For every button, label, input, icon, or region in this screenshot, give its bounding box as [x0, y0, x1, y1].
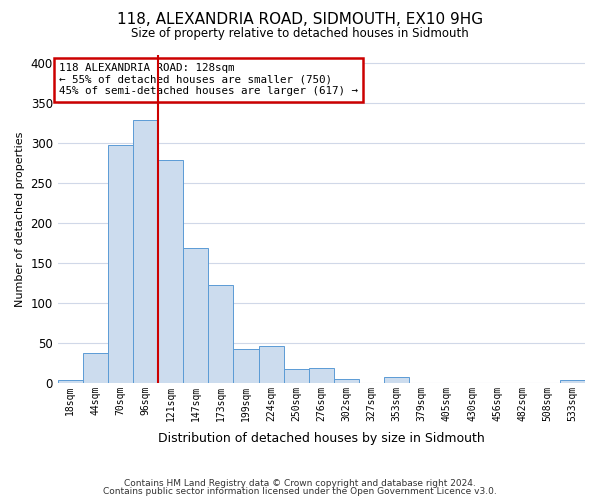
Bar	[284, 370, 309, 383]
Bar	[58, 380, 83, 383]
Bar	[83, 354, 108, 383]
Bar	[384, 378, 409, 383]
Bar	[334, 379, 359, 383]
Text: Contains public sector information licensed under the Open Government Licence v3: Contains public sector information licen…	[103, 487, 497, 496]
Bar	[108, 146, 133, 383]
Text: Contains HM Land Registry data © Crown copyright and database right 2024.: Contains HM Land Registry data © Crown c…	[124, 478, 476, 488]
Bar	[133, 120, 158, 383]
Bar	[183, 248, 208, 383]
Y-axis label: Number of detached properties: Number of detached properties	[15, 131, 25, 306]
Bar	[158, 160, 183, 383]
X-axis label: Distribution of detached houses by size in Sidmouth: Distribution of detached houses by size …	[158, 432, 485, 445]
Bar	[309, 368, 334, 383]
Bar	[233, 350, 259, 383]
Text: 118 ALEXANDRIA ROAD: 128sqm
← 55% of detached houses are smaller (750)
45% of se: 118 ALEXANDRIA ROAD: 128sqm ← 55% of det…	[59, 63, 358, 96]
Bar	[259, 346, 284, 383]
Text: 118, ALEXANDRIA ROAD, SIDMOUTH, EX10 9HG: 118, ALEXANDRIA ROAD, SIDMOUTH, EX10 9HG	[117, 12, 483, 28]
Bar	[560, 380, 585, 383]
Bar	[208, 284, 233, 383]
Text: Size of property relative to detached houses in Sidmouth: Size of property relative to detached ho…	[131, 28, 469, 40]
